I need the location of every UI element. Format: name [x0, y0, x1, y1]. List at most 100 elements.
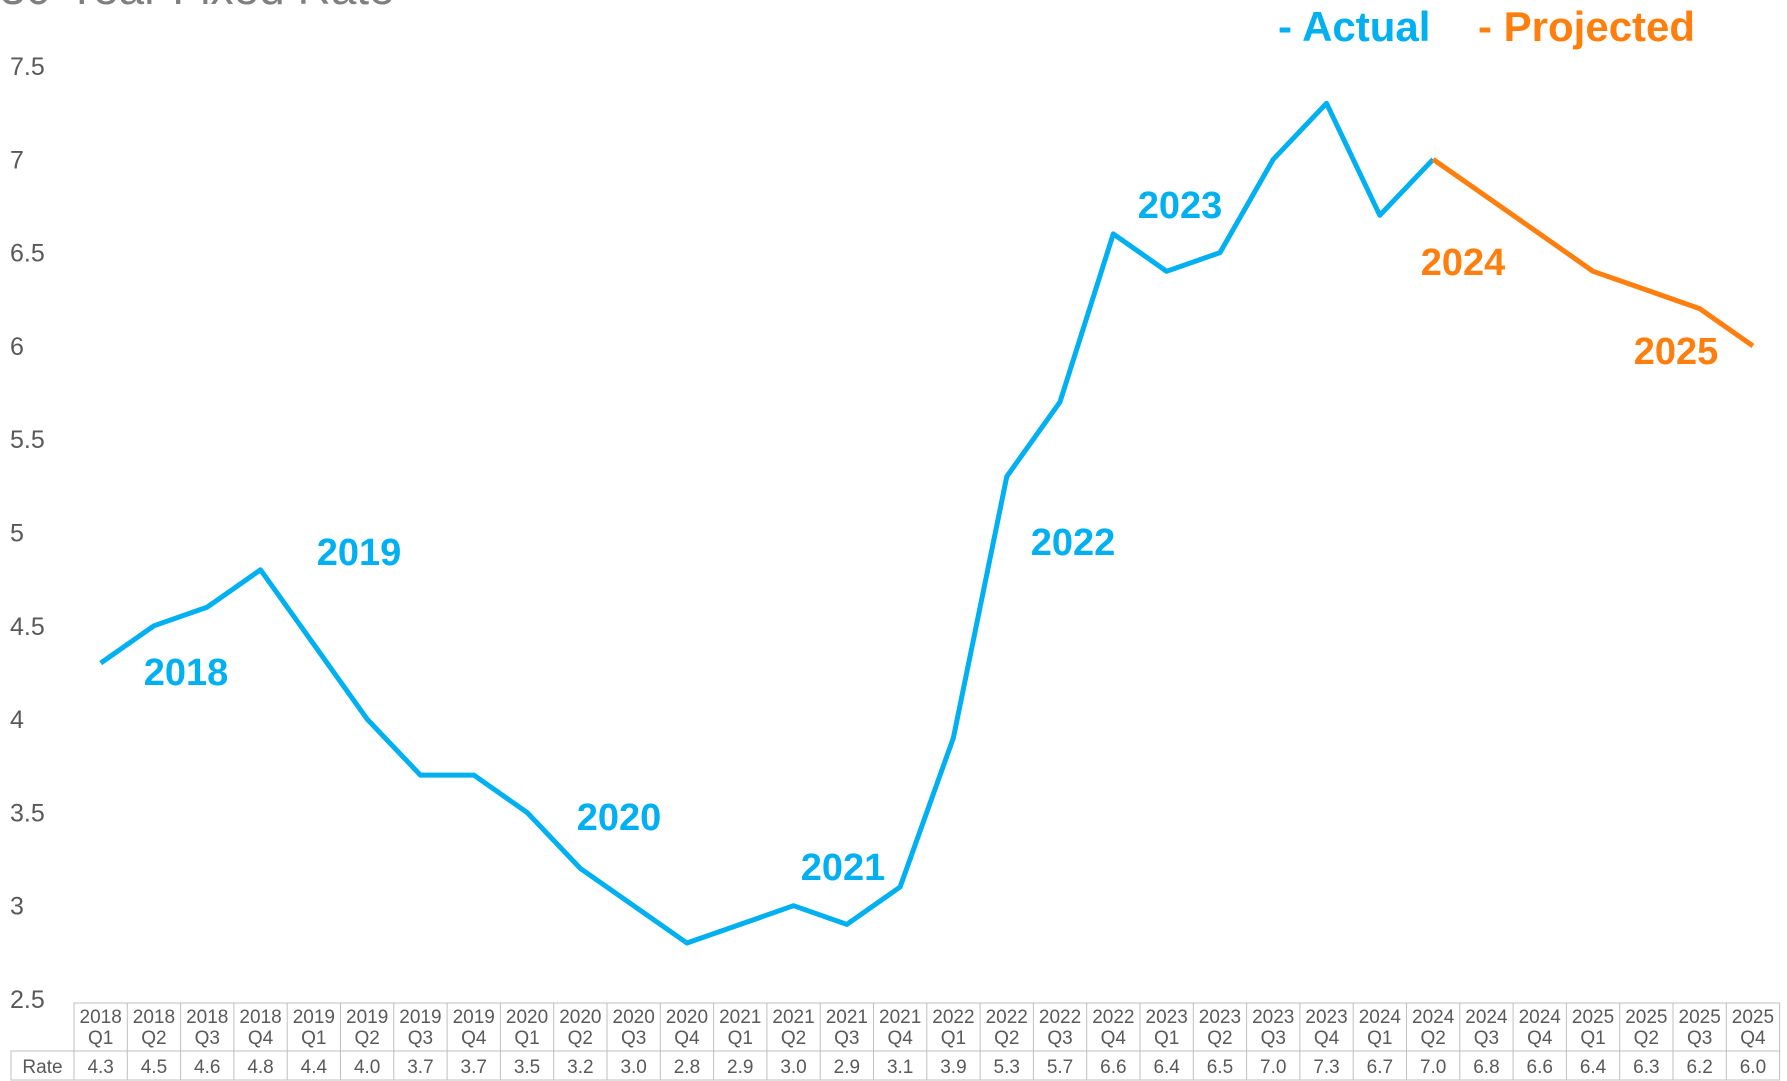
- x-tick-label: 2023: [1199, 1007, 1241, 1028]
- x-tick-label: 2018: [186, 1007, 228, 1028]
- x-tick-label: Q4: [461, 1028, 487, 1049]
- x-tick-label: Q3: [408, 1028, 433, 1049]
- x-tick-label: 2021: [772, 1007, 814, 1028]
- y-tick-label: 5: [10, 520, 24, 548]
- x-tick-label: Q2: [781, 1028, 806, 1049]
- year-annotation: 2024: [1421, 242, 1506, 284]
- x-tick-label: 2024: [1359, 1007, 1402, 1028]
- table-cell: 4.4: [301, 1057, 328, 1078]
- x-tick-label: 2024: [1465, 1007, 1508, 1028]
- x-tick-label: Q1: [301, 1028, 326, 1049]
- table-cell: 6.0: [1740, 1057, 1766, 1078]
- table-cell: 3.2: [567, 1057, 593, 1078]
- x-tick-label: 2025: [1572, 1007, 1614, 1028]
- x-tick-label: Q1: [941, 1028, 966, 1049]
- table-cell: 6.5: [1207, 1057, 1233, 1078]
- table-cell: 7.0: [1260, 1057, 1286, 1078]
- y-tick-label: 2.5: [10, 986, 45, 1014]
- x-tick-label: Q3: [1474, 1028, 1499, 1049]
- table-cell: 7.0: [1420, 1057, 1446, 1078]
- x-tick-label: 2019: [346, 1007, 388, 1028]
- table-cell: 6.4: [1153, 1057, 1180, 1078]
- row-header: Rate: [22, 1057, 62, 1078]
- x-tick-label: 2022: [1092, 1007, 1134, 1028]
- x-tick-label: Q3: [621, 1028, 646, 1049]
- table-cell: 6.7: [1367, 1057, 1393, 1078]
- x-tick-label: 2020: [613, 1007, 655, 1028]
- y-tick-label: 7: [10, 146, 24, 174]
- table-cell: 6.6: [1100, 1057, 1126, 1078]
- x-tick-label: 2018: [239, 1007, 281, 1028]
- x-tick-label: 2021: [719, 1007, 761, 1028]
- x-tick-label: Q2: [1634, 1028, 1659, 1049]
- y-tick-label: 3.5: [10, 799, 45, 827]
- x-tick-label: 2023: [1146, 1007, 1188, 1028]
- table-cell: 2.9: [727, 1057, 753, 1078]
- year-annotation: 2019: [317, 532, 402, 574]
- y-tick-label: 5.5: [10, 426, 45, 454]
- table-cell: 3.0: [620, 1057, 646, 1078]
- table-cell: 3.1: [887, 1057, 913, 1078]
- x-tick-label: Q1: [1367, 1028, 1392, 1049]
- x-tick-label: 2019: [399, 1007, 441, 1028]
- table-cell: 4.3: [87, 1057, 113, 1078]
- x-tick-label: Q4: [1314, 1028, 1340, 1049]
- year-annotation: 2018: [144, 652, 229, 694]
- x-tick-label: 2025: [1732, 1007, 1774, 1028]
- table-cell: 6.4: [1580, 1057, 1607, 1078]
- x-tick-label: Q3: [1687, 1028, 1712, 1049]
- x-tick-label: Q2: [994, 1028, 1019, 1049]
- x-tick-label: Q1: [1154, 1028, 1179, 1049]
- x-tick-label: Q2: [1207, 1028, 1232, 1049]
- x-tick-label: Q3: [834, 1028, 859, 1049]
- x-tick-label: Q1: [88, 1028, 113, 1049]
- x-tick-label: 2025: [1679, 1007, 1721, 1028]
- x-tick-label: 2018: [133, 1007, 175, 1028]
- table-cell: 4.0: [354, 1057, 380, 1078]
- year-annotation: 2020: [577, 797, 662, 839]
- x-tick-label: 2020: [506, 1007, 548, 1028]
- data-table: Rate2018Q14.32018Q24.52018Q34.62018Q44.8…: [10, 1002, 1781, 1081]
- series-line: [99, 100, 1435, 946]
- x-tick-label: Q3: [195, 1028, 220, 1049]
- x-tick-label: 2022: [1039, 1007, 1081, 1028]
- x-tick-label: 2019: [293, 1007, 335, 1028]
- x-tick-label: Q4: [887, 1028, 913, 1049]
- table-cell: 5.3: [994, 1057, 1020, 1078]
- x-tick-label: Q1: [728, 1028, 753, 1049]
- x-tick-label: 2021: [879, 1007, 921, 1028]
- table-cell: 5.7: [1047, 1057, 1073, 1078]
- table-cell: 3.9: [940, 1057, 966, 1078]
- x-tick-label: Q2: [1420, 1028, 1445, 1049]
- y-tick-label: 4.5: [10, 613, 45, 641]
- series-line: [1431, 157, 1755, 348]
- x-tick-label: Q4: [1101, 1028, 1127, 1049]
- table-cell: 6.2: [1686, 1057, 1712, 1078]
- y-tick-label: 7.5: [10, 53, 45, 81]
- table-cell: 3.7: [407, 1057, 433, 1078]
- x-tick-label: Q1: [1580, 1028, 1605, 1049]
- x-tick-label: Q2: [568, 1028, 593, 1049]
- x-tick-label: 2024: [1519, 1007, 1562, 1028]
- table-cell: 6.8: [1473, 1057, 1499, 1078]
- table-border: [10, 1050, 1781, 1081]
- x-tick-label: 2023: [1252, 1007, 1294, 1028]
- x-tick-label: 2022: [932, 1007, 974, 1028]
- x-tick-label: 2018: [80, 1007, 122, 1028]
- x-tick-label: 2024: [1412, 1007, 1455, 1028]
- chart-title: 30-Year Fixed Rate: [0, 0, 395, 14]
- x-tick-label: Q2: [141, 1028, 166, 1049]
- table-cell: 3.7: [461, 1057, 487, 1078]
- x-tick-label: 2020: [666, 1007, 708, 1028]
- year-annotation: 2023: [1138, 185, 1223, 227]
- year-annotation: 2025: [1634, 331, 1719, 373]
- x-tick-label: Q4: [248, 1028, 274, 1049]
- table-cell: 3.0: [780, 1057, 806, 1078]
- x-tick-label: 2021: [826, 1007, 868, 1028]
- table-cell: 3.5: [514, 1057, 540, 1078]
- table-cell: 4.8: [247, 1057, 273, 1078]
- legend-entry: - Actual: [1278, 3, 1430, 50]
- x-tick-label: Q2: [354, 1028, 379, 1049]
- y-tick-label: 6: [10, 333, 24, 361]
